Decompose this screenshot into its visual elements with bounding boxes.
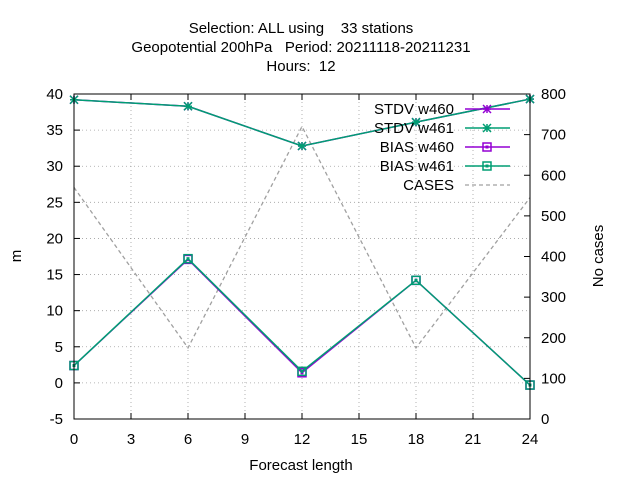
x-tick-label: 3 xyxy=(127,431,135,448)
y-tick-label: 15 xyxy=(46,267,63,284)
legend-label-cases: CASES xyxy=(403,177,454,194)
series-line-cases xyxy=(73,125,531,350)
data-point-bias-w461 xyxy=(411,275,421,286)
legend-label-stdv-w461: STDV w461 xyxy=(374,120,454,137)
legend-label-stdv-w460: STDV w460 xyxy=(374,101,454,118)
chart-title-line-2: Geopotential 200hPa Period: 20211118-202… xyxy=(131,39,470,56)
series-layer xyxy=(69,94,535,390)
y2-tick-label: 300 xyxy=(541,289,566,306)
y2-tick-label: 500 xyxy=(541,208,566,225)
y-tick-label: 40 xyxy=(46,86,63,103)
x-tick-label: 15 xyxy=(351,431,368,448)
axis-ticks: 0 3 6 9 12 15 18 21 24-5051015202530354001002003… xyxy=(46,86,566,448)
x-tick-label: 9 xyxy=(241,431,249,448)
y-tick-label: 10 xyxy=(46,303,63,320)
x-tick-label: 24 xyxy=(522,431,539,448)
data-point-bias-w461 xyxy=(183,253,193,264)
y2-tick-label: 0 xyxy=(541,411,549,428)
y-tick-label: 30 xyxy=(46,158,63,175)
y-axis-label: m xyxy=(8,250,25,263)
x-tick-label: 21 xyxy=(465,431,482,448)
data-point-stdv-w461 xyxy=(183,101,193,111)
x-tick-label: 0 xyxy=(70,431,78,448)
y-tick-label: 25 xyxy=(46,194,63,211)
x-tick-label: 12 xyxy=(294,431,311,448)
legend-label-bias-w461: BIAS w461 xyxy=(380,158,454,175)
y-tick-label: 35 xyxy=(46,122,63,139)
legend-marker-stdv-w461 xyxy=(482,123,492,133)
y2-tick-label: 700 xyxy=(541,127,566,144)
y2-tick-label: 800 xyxy=(541,86,566,103)
legend-marker-stdv-w460 xyxy=(482,104,492,114)
y-tick-label: -5 xyxy=(50,411,63,428)
data-point-stdv-w461 xyxy=(297,141,307,151)
y-tick-label: 20 xyxy=(46,230,63,247)
legend: STDV w460 STDV w461 BIAS w460 BIAS w461 CASE… xyxy=(374,101,510,194)
legend-marker-bias-w460 xyxy=(482,142,492,152)
y2-tick-label: 200 xyxy=(541,330,566,347)
y-tick-label: 5 xyxy=(55,339,63,356)
grid xyxy=(74,94,530,419)
y2-tick-label: 400 xyxy=(541,249,566,266)
y2-tick-label: 100 xyxy=(541,370,566,387)
x-tick-label: 18 xyxy=(408,431,425,448)
y2-axis-label: No cases xyxy=(590,225,607,288)
chart-title-line-3: Hours: 12 xyxy=(266,58,335,75)
y2-tick-label: 600 xyxy=(541,167,566,184)
legend-marker-bias-w461 xyxy=(482,161,492,171)
data-point-stdv-w461 xyxy=(411,117,421,127)
data-point-bias-w461 xyxy=(297,366,307,377)
chart-title-line-1: Selection: ALL using 33 stations xyxy=(189,20,414,37)
x-tick-label: 6 xyxy=(184,431,192,448)
x-axis-label: Forecast length xyxy=(249,457,352,474)
cases-layer xyxy=(73,125,531,350)
legend-label-bias-w460: BIAS w460 xyxy=(380,139,454,156)
y-tick-label: 0 xyxy=(55,375,63,392)
